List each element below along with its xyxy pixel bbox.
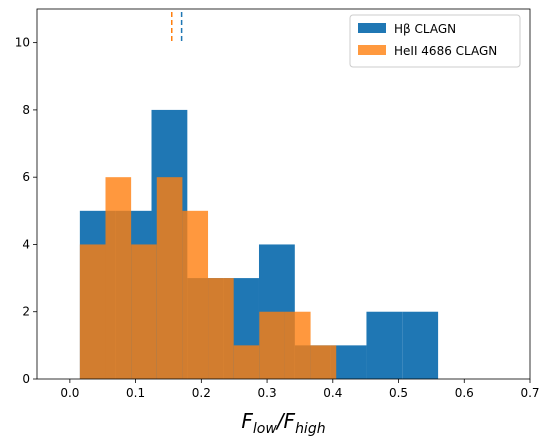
x-tick-label: 0.0 <box>60 386 79 400</box>
y-tick-label: 6 <box>22 170 30 184</box>
x-tick-label: 0.1 <box>126 386 145 400</box>
x-axis-label: Flow/Fhigh <box>241 409 325 437</box>
y-tick-label: 0 <box>22 372 30 386</box>
bar <box>131 244 157 379</box>
bar <box>330 345 367 379</box>
x-tick-label: 0.6 <box>455 386 474 400</box>
x-axis-label-part: F <box>241 409 253 433</box>
bar <box>182 210 209 379</box>
bar <box>259 311 285 379</box>
x-axis-label-part: /F <box>275 409 296 433</box>
bar <box>366 311 403 379</box>
legend-label: Hβ CLAGN <box>394 22 456 36</box>
bar <box>105 177 132 379</box>
bar <box>284 311 311 379</box>
y-tick-label: 2 <box>22 305 30 319</box>
x-tick-label: 0.2 <box>192 386 211 400</box>
y-tick-label: 4 <box>22 237 30 251</box>
x-tick-label: 0.5 <box>389 386 408 400</box>
legend-label: HeII 4686 CLAGN <box>394 44 497 58</box>
legend-swatch <box>358 23 386 33</box>
x-tick-label: 0.4 <box>323 386 342 400</box>
legend-box <box>349 14 521 68</box>
y-tick-label: 10 <box>15 36 30 50</box>
x-axis-label-subscript: high <box>295 421 326 437</box>
legend-swatch <box>358 45 386 55</box>
bar <box>79 244 106 379</box>
bar <box>156 177 183 379</box>
bar <box>310 345 337 379</box>
histogram-series <box>79 177 337 379</box>
bar <box>402 311 439 379</box>
y-tick-label: 8 <box>22 103 30 117</box>
x-tick-label: 0.7 <box>520 386 539 400</box>
x-axis-label-subscript: low <box>253 421 277 437</box>
bar <box>233 345 260 379</box>
x-tick-label: 0.3 <box>258 386 277 400</box>
legend: Hβ CLAGN HeII 4686 CLAGN <box>349 14 521 68</box>
bar <box>208 278 234 379</box>
plot-frame <box>36 8 531 380</box>
